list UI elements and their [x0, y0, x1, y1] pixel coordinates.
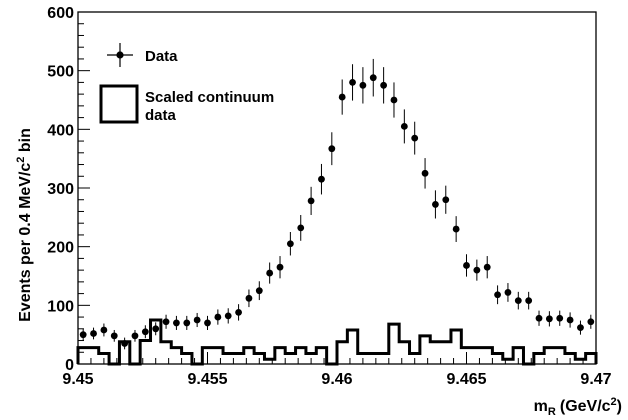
y-tick-label: 300 — [47, 181, 74, 198]
data-point — [318, 175, 325, 183]
legend-data-label: Data — [145, 48, 178, 65]
data-point — [359, 81, 367, 89]
data-point — [162, 318, 170, 326]
data-point — [380, 81, 388, 89]
data-point — [587, 318, 595, 326]
data-point — [566, 316, 574, 324]
x-tick-label: 9.45 — [62, 371, 93, 388]
data-point — [193, 316, 201, 324]
data-point — [514, 297, 522, 305]
data-point — [266, 269, 274, 277]
data-point — [338, 93, 346, 101]
y-tick-label: 100 — [47, 298, 74, 315]
y-axis-title: Events per 0.4 MeV/c2 bin — [15, 128, 34, 322]
data-point — [442, 196, 450, 204]
data-point — [421, 169, 429, 177]
y-tick-label: 500 — [47, 64, 74, 81]
data-point — [214, 313, 222, 321]
data-point — [90, 330, 97, 337]
data-point — [141, 328, 149, 336]
data-point — [556, 314, 564, 322]
x-tick-label: 9.455 — [187, 371, 227, 388]
legend-data-marker — [116, 51, 124, 59]
data-point — [286, 240, 294, 248]
legend: Data Scaled continuum data — [99, 43, 274, 124]
y-tick-label: 200 — [47, 240, 74, 257]
data-point — [494, 291, 501, 299]
data-point — [307, 197, 315, 205]
data-point — [432, 201, 439, 208]
data-point — [390, 96, 398, 104]
legend-continuum-label-line2: data — [145, 107, 177, 124]
data-point — [276, 263, 284, 271]
y-tick-label: 0 — [65, 357, 74, 374]
data-point — [297, 224, 305, 232]
data-point — [411, 134, 419, 142]
data-point — [545, 315, 553, 323]
y-tick-label: 600 — [47, 5, 74, 22]
legend-continuum-swatch — [99, 84, 139, 124]
data-point — [452, 225, 460, 233]
data-point — [235, 308, 242, 316]
axes: 0 100 200 300 400 500 600 9.45 9.455 9.46 9.465 9.4… — [47, 5, 611, 388]
data-point — [473, 266, 481, 274]
data-point — [369, 74, 377, 82]
data-point — [224, 312, 232, 320]
data-point — [79, 331, 87, 339]
data-point — [255, 287, 263, 295]
legend-continuum-label-line1: Scaled continuum — [145, 89, 274, 106]
data-point — [577, 324, 584, 332]
data-point — [525, 297, 533, 305]
x-tick-label: 9.47 — [580, 371, 611, 388]
data-point — [100, 326, 108, 334]
data-point — [328, 145, 336, 153]
data-point — [131, 332, 139, 340]
data-point — [152, 325, 160, 333]
data-point — [483, 263, 491, 271]
data-point — [183, 319, 191, 327]
y-tick-label: 400 — [47, 122, 74, 139]
data-point — [173, 319, 180, 327]
x-axis-title: mR (GeV/c2) — [534, 396, 622, 418]
data-point — [463, 262, 470, 269]
data-point — [245, 294, 253, 302]
data-point — [110, 332, 118, 340]
data-point — [400, 123, 408, 130]
data-point — [504, 289, 512, 296]
data-point — [121, 340, 129, 347]
data-point — [349, 79, 356, 86]
x-tick-label: 9.46 — [321, 371, 352, 388]
x-tick-label: 9.465 — [446, 371, 486, 388]
data-point — [535, 314, 543, 322]
plot-area — [76, 58, 598, 366]
data-point — [204, 319, 211, 327]
